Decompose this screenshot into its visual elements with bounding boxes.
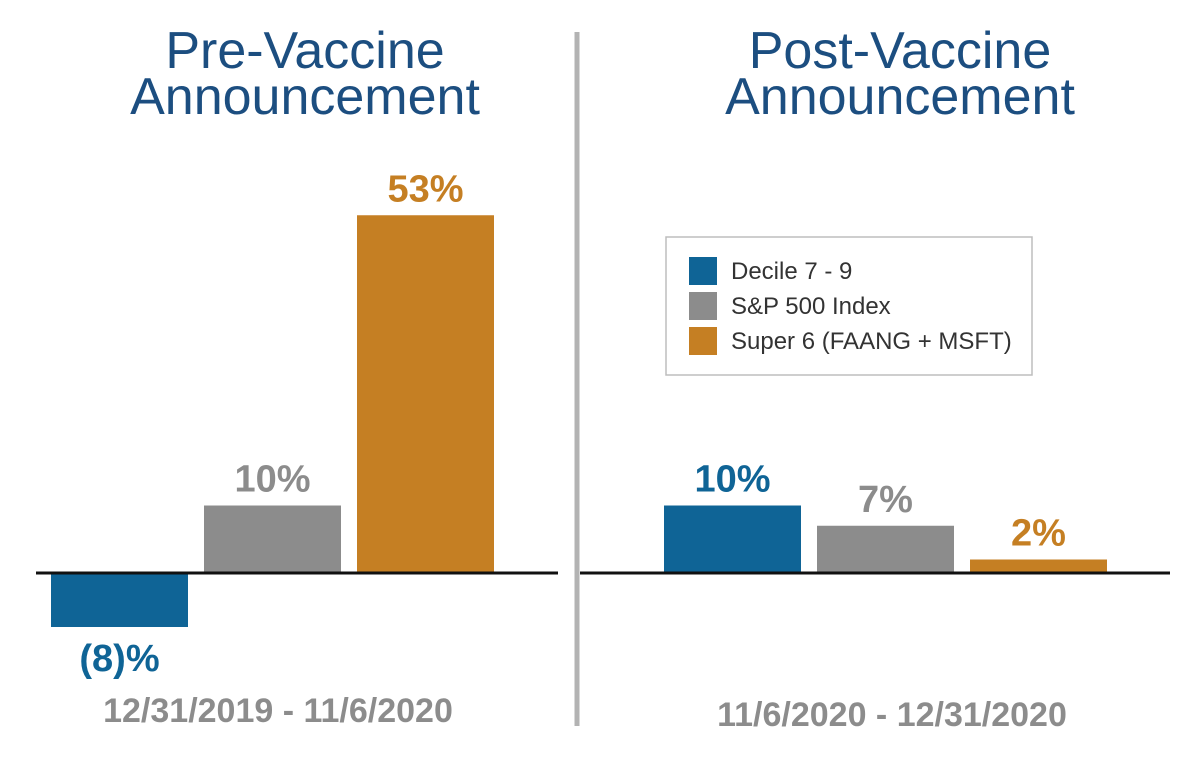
pre-value-label-super6: 53% [387,168,463,210]
bars-group [51,215,1107,627]
pre-value-label-sp500: 10% [234,459,310,501]
post-bar-decile [664,505,801,573]
legend-swatch-super6 [689,327,717,355]
post-bar-sp500 [817,525,954,573]
post-period-label: 11/6/2020 - 12/31/2020 [717,696,1067,734]
post-value-label-decile: 10% [694,459,770,501]
pre-period-label: 12/31/2019 - 11/6/2020 [103,692,453,730]
legend-label-decile: Decile 7 - 9 [731,258,852,285]
post-value-label-sp500: 7% [858,479,913,521]
legend-label-sp500: S&P 500 Index [731,293,891,320]
pre-bar-super6 [357,215,494,573]
legend-swatch-decile [689,257,717,285]
post-bar-super6 [970,559,1107,573]
pre-value-label-decile: (8)% [79,638,159,680]
pre-title-line-2: Announcement [130,68,480,126]
pre-bar-decile [51,573,188,627]
post-title-line-2: Announcement [725,68,1075,126]
legend-label-super6: Super 6 (FAANG + MSFT) [731,328,1012,355]
value-labels-group: (8)% 10% 53% 10% 7% 2% [79,168,1066,680]
legend-swatch-sp500 [689,292,717,320]
post-title-line-1: Post-Vaccine [749,22,1052,80]
post-value-label-super6: 2% [1011,513,1066,555]
legend-box [665,236,1033,376]
pre-title-line-1: Pre-Vaccine [165,22,444,80]
legend: Decile 7 - 9 S&P 500 Index Super 6 (FAAN… [665,236,1033,376]
pre-bar-sp500 [204,505,341,573]
